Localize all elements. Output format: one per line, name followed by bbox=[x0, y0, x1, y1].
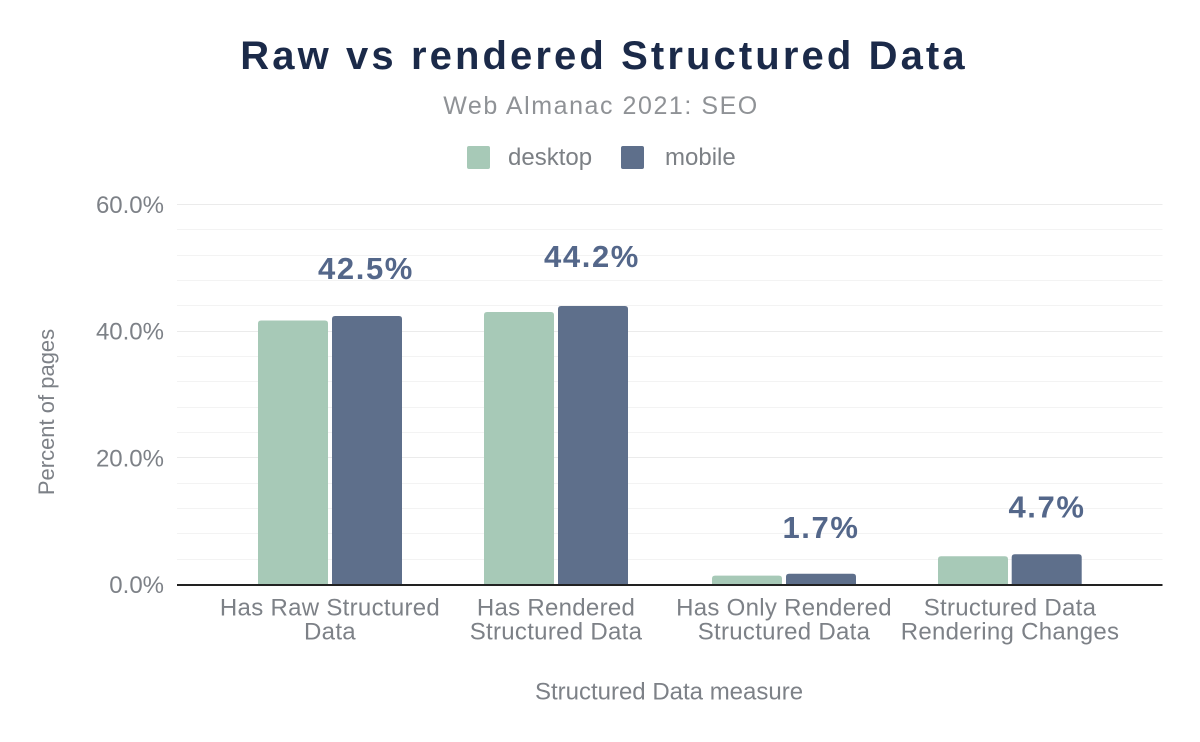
svg-text:Raw vs rendered Structured Dat: Raw vs rendered Structured Data bbox=[240, 34, 967, 78]
svg-text:Has Only Rendered: Has Only Rendered bbox=[676, 595, 892, 622]
svg-text:42.5%: 42.5% bbox=[318, 251, 414, 286]
svg-text:60.0%: 60.0% bbox=[96, 192, 164, 219]
svg-text:0.0%: 0.0% bbox=[109, 572, 164, 599]
svg-text:40.0%: 40.0% bbox=[96, 319, 164, 346]
svg-text:Has Raw Structured: Has Raw Structured bbox=[220, 595, 440, 622]
svg-text:Structured Data measure: Structured Data measure bbox=[535, 678, 803, 705]
svg-text:Web Almanac 2021: SEO: Web Almanac 2021: SEO bbox=[443, 92, 759, 120]
svg-text:20.0%: 20.0% bbox=[96, 445, 164, 472]
svg-text:Structured Data: Structured Data bbox=[470, 618, 643, 645]
svg-text:1.7%: 1.7% bbox=[782, 510, 859, 545]
svg-text:Structured Data: Structured Data bbox=[698, 618, 871, 645]
svg-text:desktop: desktop bbox=[508, 144, 592, 171]
svg-text:Rendering Changes: Rendering Changes bbox=[901, 618, 1120, 645]
svg-text:Percent of pages: Percent of pages bbox=[34, 329, 59, 495]
svg-text:4.7%: 4.7% bbox=[1008, 490, 1085, 525]
svg-text:Structured Data: Structured Data bbox=[924, 595, 1097, 622]
svg-text:Data: Data bbox=[304, 618, 356, 645]
svg-text:Has Rendered: Has Rendered bbox=[477, 595, 635, 622]
svg-text:mobile: mobile bbox=[665, 144, 736, 171]
svg-text:44.2%: 44.2% bbox=[544, 239, 640, 274]
